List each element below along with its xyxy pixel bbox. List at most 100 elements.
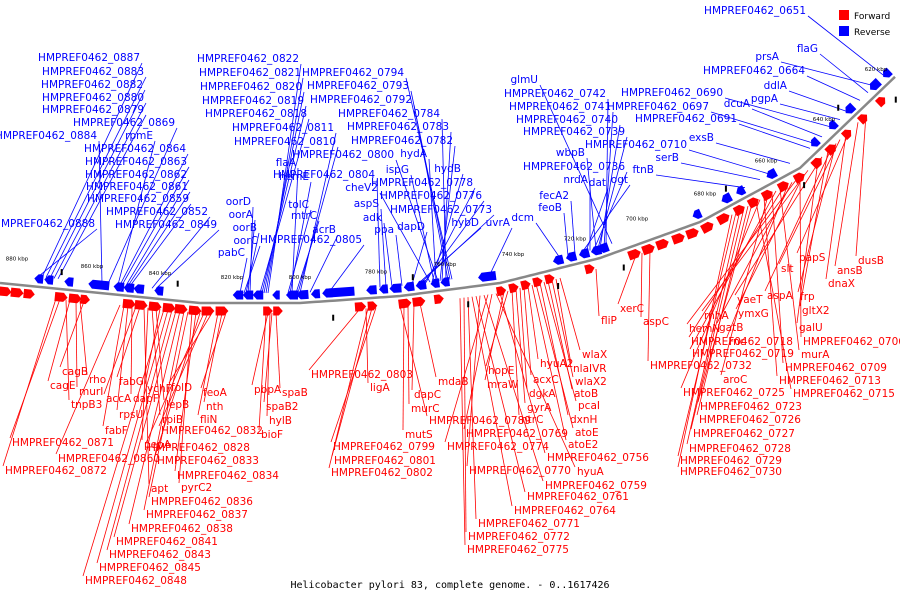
reverse-gene-label-hmpref0462-0778: HMPREF0462_0778 (371, 177, 473, 189)
reverse-gene-label-exsb: exsB (689, 132, 714, 144)
reverse-gene-label-hmpref0462-0819: HMPREF0462_0819 (202, 95, 304, 107)
leader-line (263, 312, 273, 403)
forward-gene-label-galu: galU (799, 322, 823, 334)
forward-gene-label-dusb: dusB (858, 255, 884, 267)
leader-line (535, 222, 561, 259)
leader-line (410, 174, 435, 282)
leader-line (103, 306, 137, 395)
forward-gene-label-hmpref0462-0729: HMPREF0462_0729 (680, 455, 782, 467)
reverse-gene-arrow (310, 289, 321, 299)
reverse-gene-arrow (478, 271, 497, 282)
forward-gene-label-fabg: fabG (119, 376, 144, 388)
rna-feature-mark (332, 314, 335, 321)
leader-line (266, 312, 271, 417)
forward-gene-arrow (716, 213, 730, 226)
scale-tick-label: 760 kbp (434, 262, 457, 268)
reverse-gene-label-pabc: pabC (218, 247, 245, 259)
reverse-gene-label-hmpref0462-0793: HMPREF0462_0793 (307, 80, 409, 92)
leader-line (466, 295, 481, 467)
leader-line (484, 291, 505, 381)
leader-line (37, 228, 98, 278)
leader-line (471, 296, 513, 507)
leader-line (515, 288, 526, 404)
leader-line (75, 300, 78, 388)
forward-gene-arrow (10, 287, 24, 298)
reverse-gene-label-hmpref0462-0782: HMPREF0462_0782 (351, 135, 453, 147)
reverse-gene-label-dcm: dcm (511, 212, 534, 224)
reverse-gene-label-hyda: hydA (400, 148, 428, 160)
leader-line (383, 222, 393, 287)
leader-line (439, 145, 456, 281)
forward-gene-arrow (810, 157, 822, 170)
forward-gene-label-apt: apt (151, 483, 168, 495)
forward-gene-arrow (824, 144, 836, 156)
forward-gene-label-atoe2: atoE2 (568, 439, 598, 451)
leader-line (275, 312, 281, 389)
leader-line (751, 108, 823, 138)
reverse-gene-label-hmpref0462-0861: HMPREF0462_0861 (86, 181, 188, 193)
reverse-gene-arrow (232, 290, 244, 300)
reverse-gene-label-hmpref0462-0821: HMPREF0462_0821 (199, 67, 301, 79)
forward-gene-label-hmpref0462-0872: HMPREF0462_0872 (5, 465, 107, 477)
leader-line (778, 139, 841, 265)
reverse-gene-label-hmpref0462-0651: HMPREF0462_0651 (704, 5, 806, 17)
leader-line (570, 200, 576, 255)
leader-line (365, 308, 369, 384)
forward-gene-label-mdab: mdaB (438, 376, 469, 388)
scale-tick-label: 660 kbp (755, 158, 778, 164)
scale-tick-label: 840 kbp (149, 271, 172, 277)
forward-gene-label-hmpref0462-0837: HMPREF0462_0837 (146, 509, 248, 521)
leader-line (395, 159, 439, 282)
leader-line (701, 170, 809, 312)
reverse-gene-label-hmpref0462-0852: HMPREF0462_0852 (106, 206, 208, 218)
forward-gene-label-muri: murI (79, 386, 103, 398)
genome-backbone (0, 75, 896, 305)
leader-line (402, 305, 405, 431)
scale-tick-label: 680 kbp (694, 191, 717, 197)
reverse-gene-label-hmpref0462-0863: HMPREF0462_0863 (85, 156, 187, 168)
leader-line (261, 105, 307, 294)
leader-line (489, 227, 513, 275)
leader-line (376, 179, 381, 288)
forward-gene-label-atob: atoB (574, 388, 598, 400)
reverse-gene-label-nrda: nrdA (563, 174, 588, 186)
forward-gene-label-ymxg: ymxG (738, 308, 769, 320)
leader-line (543, 281, 577, 402)
forward-gene-label-hmpref0462-0833: HMPREF0462_0833 (157, 455, 259, 467)
leader-line (617, 254, 637, 305)
forward-gene-label-hmpref0462-0834: HMPREF0462_0834 (177, 470, 279, 482)
leader-line (200, 312, 227, 389)
forward-gene-label-hmpref0462-0871: HMPREF0462_0871 (12, 437, 114, 449)
leader-line (295, 220, 320, 294)
leader-line (65, 299, 70, 401)
forward-gene-label-hmpref0462-0799: HMPREF0462_0799 (333, 441, 435, 453)
forward-gene-label-hylb: hylB (269, 415, 292, 427)
leader-line (724, 97, 833, 128)
reverse-gene-arrow (252, 290, 264, 300)
forward-gene-label-wlax: wlaX (582, 349, 607, 361)
forward-gene-label-dapf: dapF (133, 393, 159, 405)
leader-line (151, 308, 161, 416)
reverse-gene-label-uvra: uvrA (486, 217, 511, 229)
reverse-gene-label-hmpref0462-0742: HMPREF0462_0742 (504, 88, 606, 100)
forward-gene-label-hmpref0462-0770: HMPREF0462_0770 (469, 465, 571, 477)
forward-gene-label-rnha: rnhA (704, 310, 729, 322)
forward-gene-label-gyra: gyrA (527, 402, 552, 414)
leader-line (130, 306, 133, 395)
reverse-gene-label-hmpref0462-0822: HMPREF0462_0822 (197, 53, 299, 65)
leader-line (267, 63, 302, 294)
reverse-gene-arrow (811, 136, 821, 147)
leader-line (647, 249, 651, 362)
leader-line (463, 297, 467, 533)
forward-gene-label-mraw: mraW (487, 379, 519, 391)
forward-gene-label-hmpref0462-0727: HMPREF0462_0727 (693, 428, 795, 440)
leader-line (291, 167, 299, 294)
reverse-gene-label-hmpref0462-0690: HMPREF0462_0690 (621, 87, 723, 99)
scale-tick-label: 620 kbp (865, 67, 888, 73)
leader-line (738, 123, 811, 149)
forward-gene-label-hmpref0462-0706: HMPREF0462_0706 (803, 336, 900, 348)
forward-gene-label-hmpref0462-0719: HMPREF0462_0719 (692, 348, 794, 360)
reverse-gene-label-hmpref0462-0864: HMPREF0462_0864 (84, 143, 186, 155)
reverse-gene-label-hmpref0462-0811: HMPREF0462_0811 (232, 122, 334, 134)
scale-tick-label: 720 kbp (564, 236, 587, 242)
